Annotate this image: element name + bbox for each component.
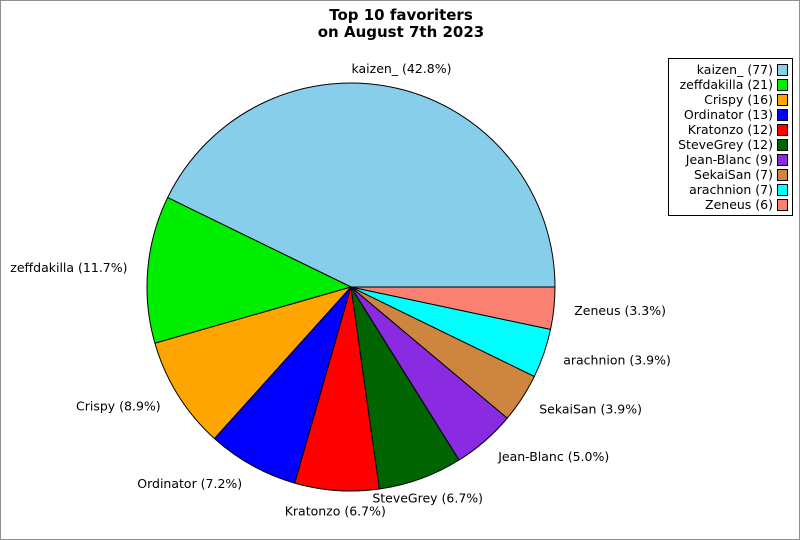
legend-color-swatch	[777, 183, 788, 196]
legend-color-swatch	[777, 78, 788, 91]
chart-title-line1: Top 10 favoriters	[329, 6, 473, 24]
legend-item-label: Kratonzo (12)	[687, 122, 773, 137]
legend-color-swatch	[777, 93, 788, 106]
legend-color-swatch	[777, 63, 788, 76]
legend-color-swatch	[777, 198, 788, 211]
legend-item-Ordinator: Ordinator (13)	[672, 107, 788, 122]
legend-item-Jean-Blanc: Jean-Blanc (9)	[672, 152, 788, 167]
legend-color-swatch	[777, 108, 788, 121]
legend-item-label: arachnion (7)	[689, 182, 773, 197]
pie-slice-kaizen_	[167, 82, 556, 288]
legend-item-zeffdakilla: zeffdakilla (21)	[672, 77, 788, 92]
pie-slice-zeffdakilla	[146, 197, 352, 344]
legend-color-swatch	[777, 138, 788, 151]
legend-item-label: Zeneus (6)	[705, 197, 773, 212]
pie-slice-label-zeffdakilla: zeffdakilla (11.7%)	[10, 260, 127, 275]
pie-slice-Zeneus	[350, 286, 556, 330]
pie-slice-label-Ordinator: Ordinator (7.2%)	[137, 476, 242, 491]
legend-item-label: Ordinator (13)	[683, 107, 773, 122]
legend-item-SteveGrey: SteveGrey (12)	[672, 137, 788, 152]
legend-color-swatch	[777, 123, 788, 136]
legend-item-SekaiSan: SekaiSan (7)	[672, 167, 788, 182]
legend-color-swatch	[777, 153, 788, 166]
legend-item-label: SekaiSan (7)	[694, 167, 773, 182]
legend-box: kaizen_ (77) zeffdakilla (21) Crispy (16) O…	[668, 58, 793, 216]
legend-item-label: zeffdakilla (21)	[679, 77, 773, 92]
pie-slice-Crispy	[154, 286, 352, 440]
pie-slice-label-kaizen_: kaizen_ (42.8%)	[351, 61, 451, 76]
legend-item-label: kaizen_ (77)	[696, 62, 773, 77]
legend-item-Zeneus: Zeneus (6)	[672, 197, 788, 212]
pie-slice-label-Kratonzo: Kratonzo (6.7%)	[285, 503, 386, 518]
chart-title-line2: on August 7th 2023	[317, 23, 485, 41]
pie-slice-label-SekaiSan: SekaiSan (3.9%)	[539, 402, 642, 417]
legend-item-Crispy: Crispy (16)	[672, 92, 788, 107]
legend-item-label: Crispy (16)	[704, 92, 773, 107]
legend-item-label: Jean-Blanc (9)	[685, 152, 773, 167]
pie-slice-label-Jean-Blanc: Jean-Blanc (5.0%)	[497, 449, 609, 464]
legend-item-label: SteveGrey (12)	[678, 137, 773, 152]
legend-item-arachnion: arachnion (7)	[672, 182, 788, 197]
pie-slice-label-Crispy: Crispy (8.9%)	[76, 398, 161, 413]
legend-item-kaizen_: kaizen_ (77)	[672, 62, 788, 77]
legend-color-swatch	[777, 168, 788, 181]
pie-slice-label-Zeneus: Zeneus (3.3%)	[574, 303, 666, 318]
pie-slice-label-arachnion: arachnion (3.9%)	[563, 353, 671, 368]
pie-slice-label-SteveGrey: SteveGrey (6.7%)	[372, 490, 483, 505]
chart-title: Top 10 favoriters on August 7th 2023	[1, 6, 799, 41]
legend-item-Kratonzo: Kratonzo (12)	[672, 122, 788, 137]
